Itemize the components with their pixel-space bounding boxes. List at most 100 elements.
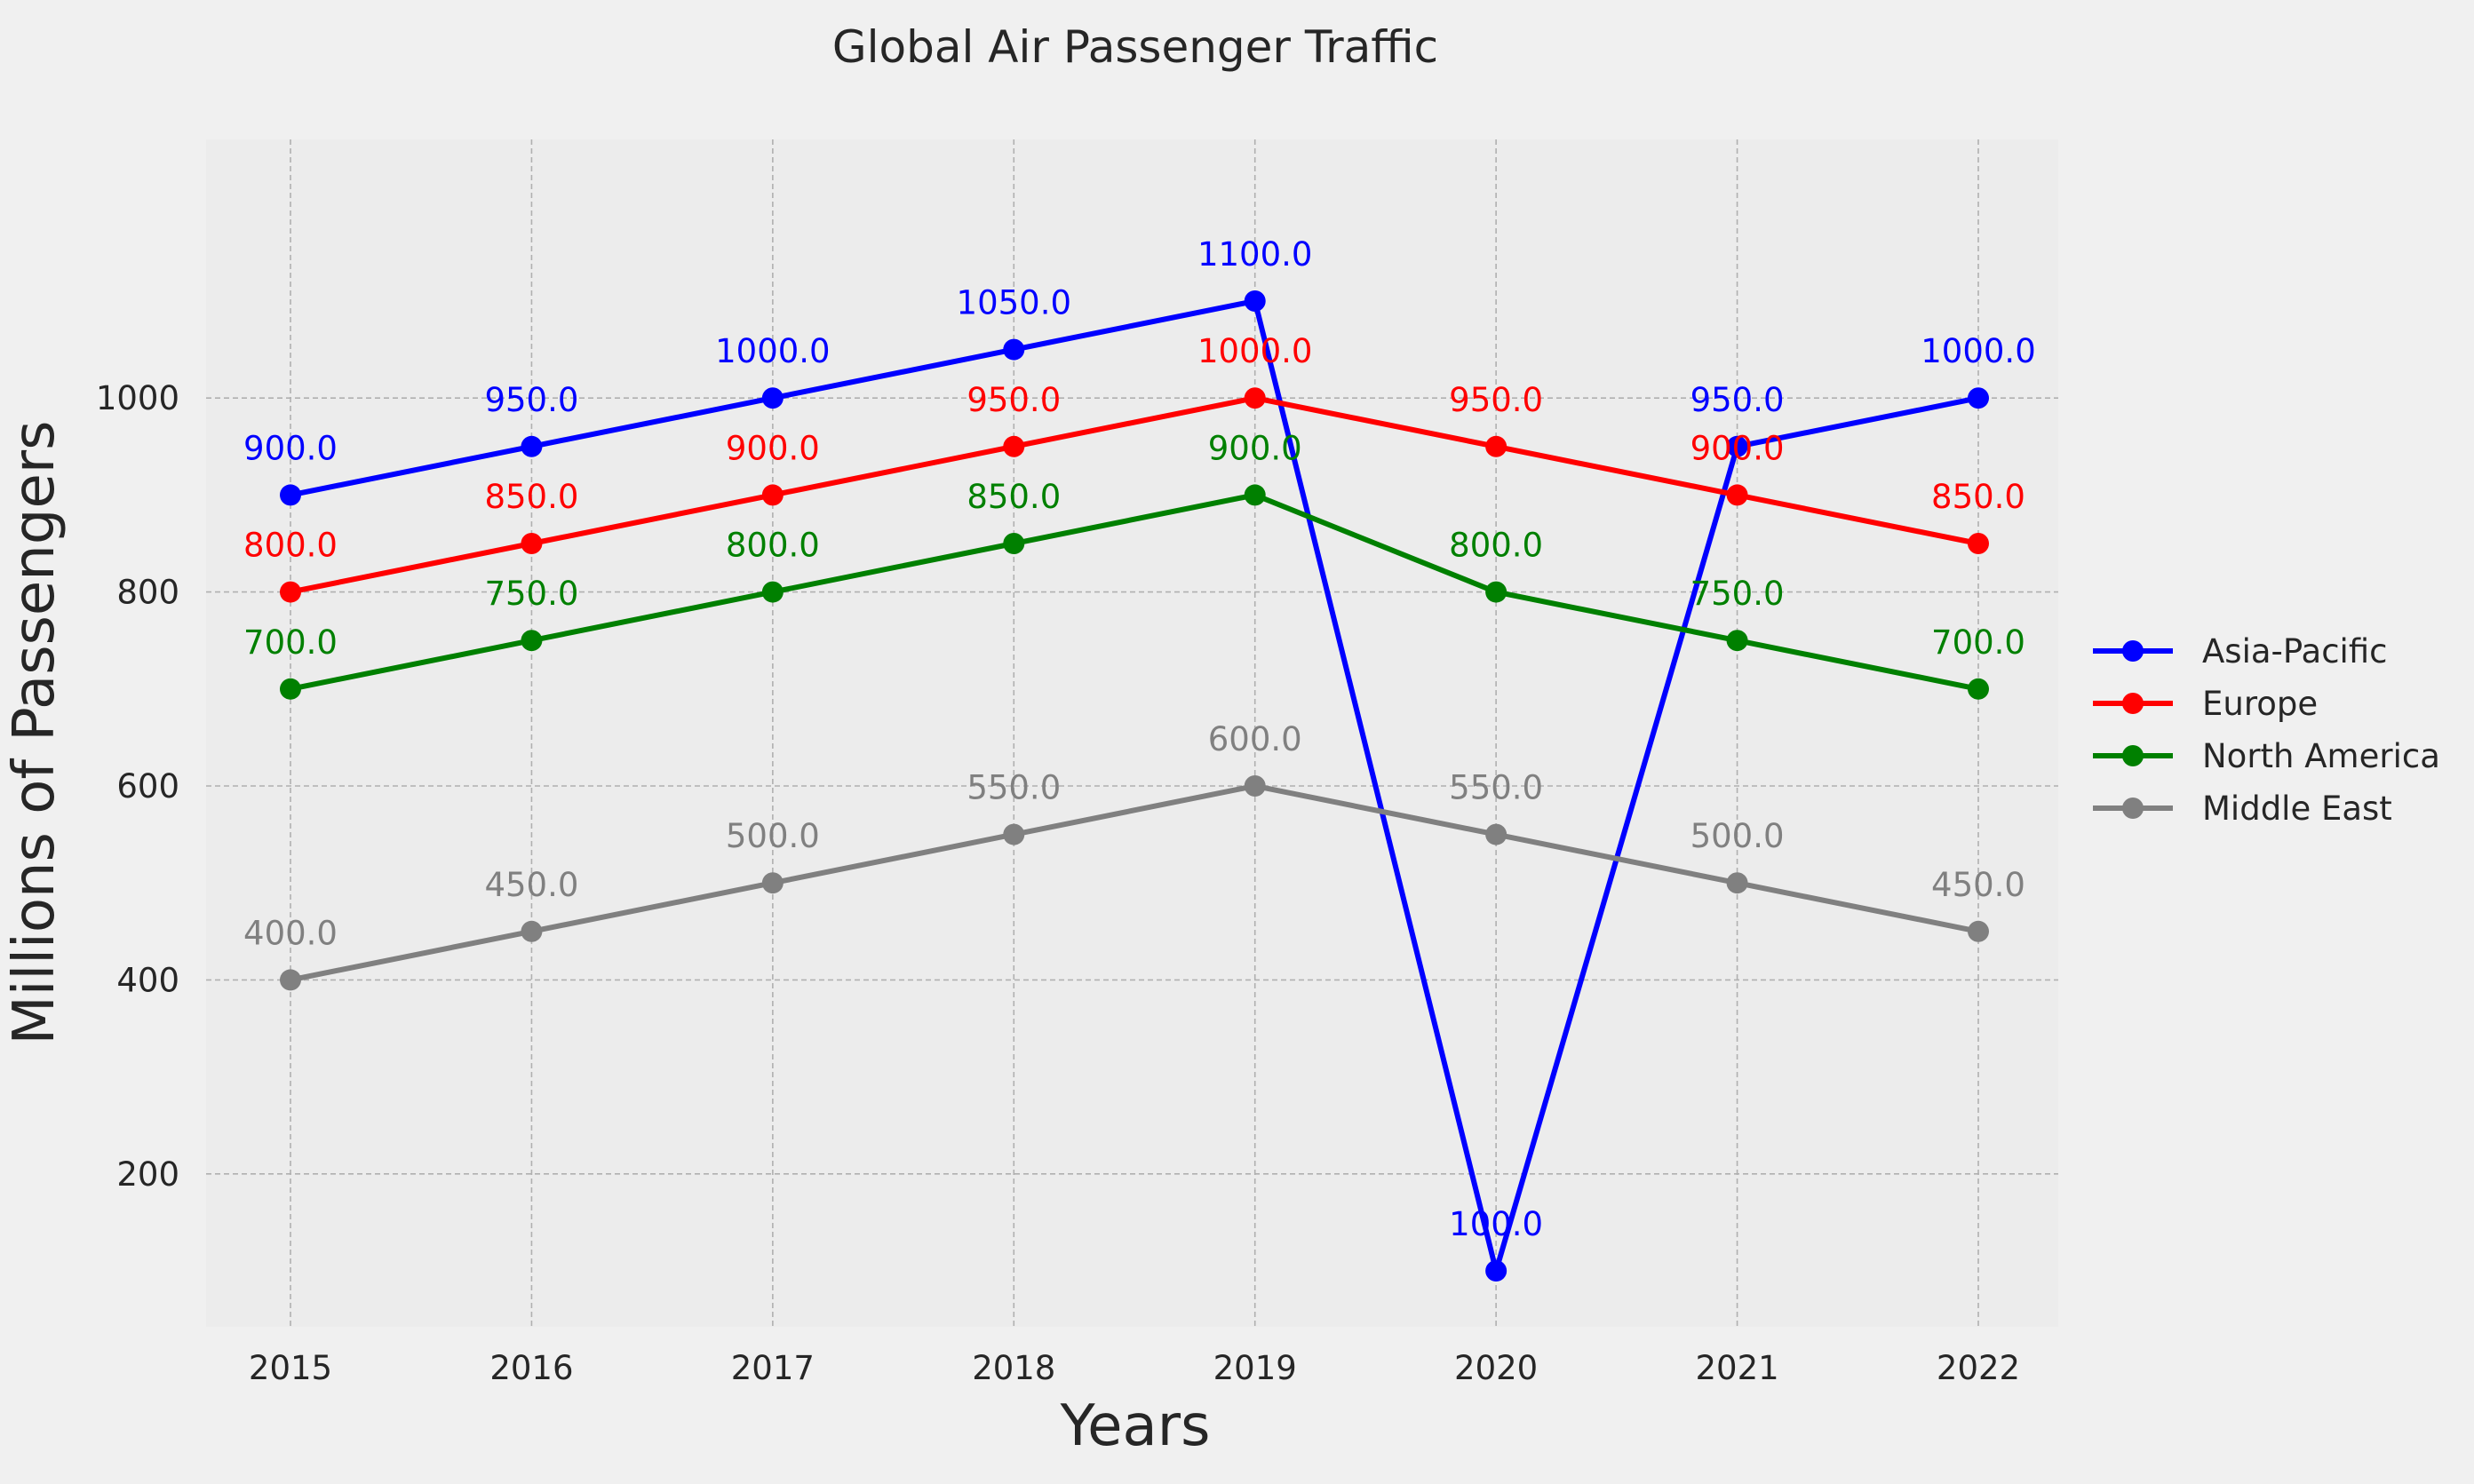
- data-point: [1726, 630, 1748, 652]
- y-tick-label: 400: [116, 961, 179, 999]
- data-label: 900.0: [1208, 429, 1302, 467]
- data-point: [1003, 533, 1025, 554]
- data-label: 900.0: [1690, 429, 1785, 467]
- data-point: [1968, 387, 1989, 409]
- data-label: 450.0: [484, 866, 578, 904]
- grid: [206, 139, 2058, 1327]
- data-label: 700.0: [243, 623, 338, 662]
- data-point: [761, 581, 784, 603]
- legend-label: Asia-Pacific: [2202, 632, 2388, 671]
- y-tick-label: 600: [116, 767, 179, 805]
- data-label: 400.0: [243, 914, 338, 952]
- data-point: [280, 969, 301, 991]
- y-tick-label: 200: [116, 1155, 179, 1194]
- data-point: [761, 387, 784, 409]
- data-label: 850.0: [967, 478, 1061, 516]
- data-point: [1726, 484, 1748, 506]
- legend: Asia-Pacific Europe North America Middle Ea…: [2093, 632, 2440, 828]
- x-tick-label: 2020: [1454, 1349, 1538, 1387]
- data-label: 500.0: [726, 817, 820, 855]
- data-label: 450.0: [1931, 866, 2025, 904]
- data-point: [1726, 872, 1748, 894]
- data-point: [280, 678, 301, 700]
- data-label: 950.0: [1690, 381, 1785, 419]
- data-point: [1244, 484, 1266, 506]
- x-tick-label: 2021: [1695, 1349, 1778, 1387]
- data-label: 750.0: [484, 575, 578, 613]
- plot-area: [206, 139, 2058, 1327]
- data-point: [1244, 290, 1266, 312]
- data-points: [280, 290, 1989, 1282]
- data-label: 100.0: [1449, 1205, 1543, 1243]
- series-line: [290, 298, 1979, 1274]
- data-point: [521, 533, 543, 554]
- data-label: 900.0: [243, 429, 338, 467]
- data-label: 950.0: [484, 381, 578, 419]
- x-tick-label: 2015: [249, 1349, 332, 1387]
- data-point: [521, 630, 543, 652]
- data-point: [1485, 1260, 1507, 1282]
- data-label: 850.0: [1931, 478, 2025, 516]
- data-point: [1485, 435, 1507, 457]
- data-point: [521, 435, 543, 457]
- data-point: [521, 920, 543, 942]
- data-label: 950.0: [967, 381, 1061, 419]
- data-label: 1100.0: [1197, 235, 1312, 274]
- data-label: 800.0: [726, 527, 820, 565]
- data-point: [1485, 823, 1507, 845]
- legend-marker: [2122, 640, 2144, 662]
- data-point: [1244, 387, 1266, 409]
- data-label: 550.0: [1449, 769, 1543, 807]
- data-point: [1244, 775, 1266, 797]
- legend-marker: [2122, 693, 2144, 714]
- data-label: 550.0: [967, 769, 1061, 807]
- data-label: 1000.0: [1197, 332, 1312, 370]
- x-tick-label: 2019: [1213, 1349, 1297, 1387]
- data-point: [1968, 678, 1989, 700]
- data-label: 850.0: [484, 478, 578, 516]
- y-tick-labels: 200 400 600 800 1000: [96, 379, 179, 1194]
- legend-marker: [2122, 745, 2144, 766]
- x-tick-label: 2016: [489, 1349, 573, 1387]
- x-tick-label: 2022: [1937, 1349, 2020, 1387]
- data-point: [1003, 338, 1025, 361]
- data-point: [1003, 435, 1025, 457]
- data-label: 900.0: [726, 429, 820, 467]
- data-point: [1968, 920, 1989, 942]
- data-point: [280, 484, 301, 506]
- data-point: [761, 484, 784, 506]
- data-point: [280, 581, 301, 603]
- x-tick-label: 2018: [972, 1349, 1055, 1387]
- legend-label: Middle East: [2202, 790, 2392, 828]
- y-tick-label: 1000: [96, 379, 179, 417]
- x-axis-label: Years: [1060, 1393, 1211, 1459]
- series-line: [290, 395, 1979, 595]
- data-label: 600.0: [1208, 720, 1302, 758]
- data-point: [1726, 435, 1748, 457]
- data-label: 750.0: [1690, 575, 1785, 613]
- data-labels: 900.0 950.0 1000.0 1050.0 1100.0 100.0 950.0 10…: [243, 235, 2036, 1243]
- series-line: [290, 783, 1979, 983]
- y-axis-label: Millions of Passengers: [2, 421, 68, 1045]
- data-point: [1003, 823, 1025, 845]
- data-label: 500.0: [1690, 817, 1785, 855]
- data-point: [1968, 533, 1989, 554]
- data-point: [1485, 581, 1507, 603]
- data-label: 1050.0: [957, 284, 1071, 322]
- series-line: [290, 492, 1979, 692]
- data-label: 800.0: [1449, 527, 1543, 565]
- y-tick-label: 800: [116, 574, 179, 612]
- data-label: 700.0: [1931, 623, 2025, 662]
- data-label: 1000.0: [1921, 332, 2035, 370]
- legend-label: North America: [2202, 737, 2440, 775]
- data-point: [761, 872, 784, 894]
- series-lines: [290, 298, 1979, 1274]
- data-label: 1000.0: [715, 332, 830, 370]
- legend-marker: [2122, 798, 2144, 819]
- data-label: 950.0: [1449, 381, 1543, 419]
- legend-label: Europe: [2202, 685, 2318, 723]
- x-tick-label: 2017: [731, 1349, 815, 1387]
- chart-title: Global Air Passenger Traffic: [832, 21, 1438, 73]
- x-tick-labels: 2015 2016 2017 2018 2019 2020 2021 2022: [249, 1349, 2020, 1387]
